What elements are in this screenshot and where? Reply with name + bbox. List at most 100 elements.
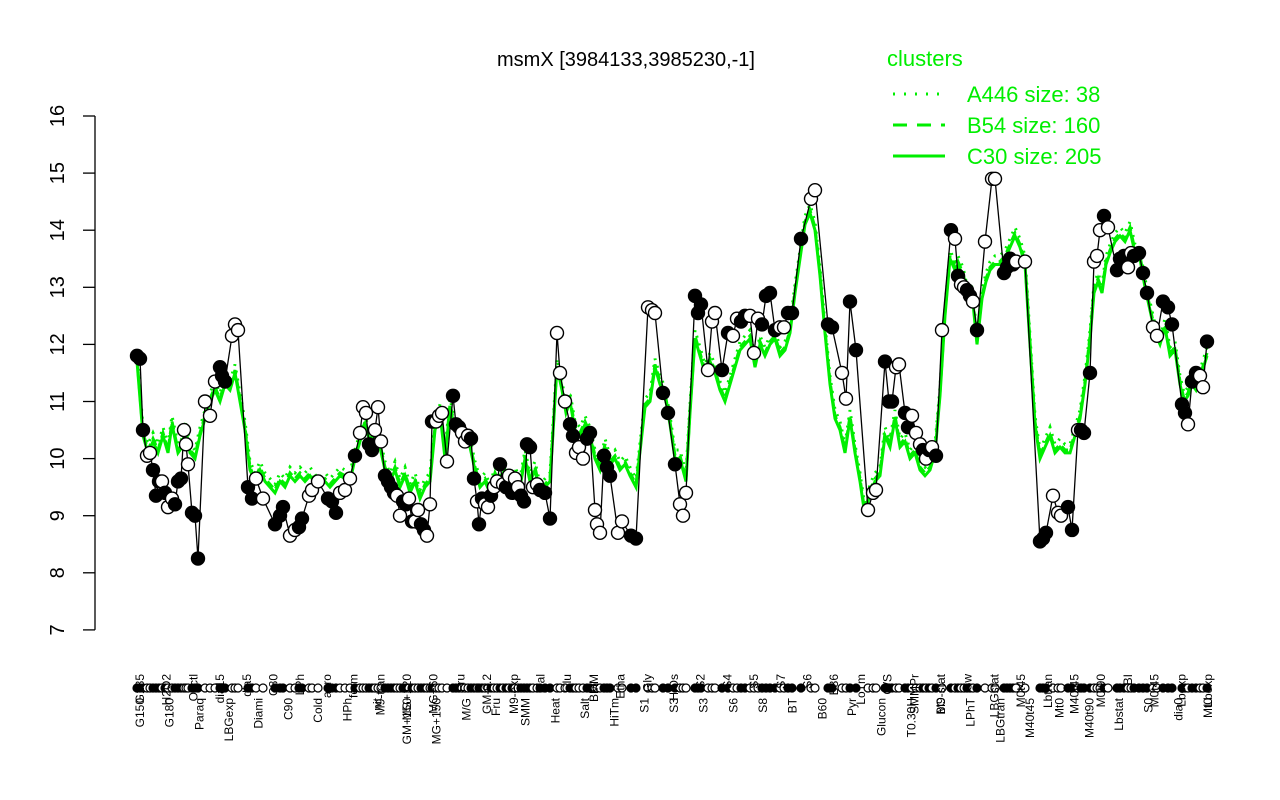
data-point [176, 422, 192, 438]
x-marker [1020, 683, 1030, 693]
x-tick-label: Glucon [875, 698, 889, 736]
data-point [965, 294, 981, 309]
data-point [693, 297, 709, 312]
x-tick-label: aero [320, 674, 334, 698]
data-point [342, 471, 358, 486]
y-tick-label: 14 [47, 219, 69, 241]
data-point [1149, 328, 1165, 344]
data-point [167, 497, 183, 512]
x-tick-label: MG+150 [430, 698, 444, 745]
data-point [754, 317, 770, 332]
data-point [904, 408, 920, 423]
data-point [575, 451, 591, 466]
data-point [934, 322, 950, 338]
x-tick-label: Paraq [192, 698, 206, 730]
x-tick-label: BMM [587, 674, 601, 702]
data-point [445, 388, 461, 403]
x-marker [631, 683, 641, 693]
data-point [367, 422, 383, 438]
x-tick-label: MG+120 [400, 674, 414, 721]
data-point [145, 462, 161, 478]
data-point [463, 431, 479, 446]
data-point [707, 305, 723, 321]
data-point [602, 468, 618, 483]
x-tick-label: G180 [163, 698, 177, 728]
data-point [891, 357, 907, 372]
data-point [784, 305, 800, 321]
data-point [860, 502, 876, 518]
legend-entry-b54: B54 size: 160 [967, 113, 1100, 138]
x-tick-label: M40t45 [1068, 674, 1082, 714]
data-point [700, 362, 716, 378]
x-tick-label: S2 [694, 674, 708, 689]
data-point [1064, 522, 1080, 538]
x-tick-label: SMMPr [907, 674, 921, 714]
x-tick-label: Diami [252, 698, 266, 729]
data-point [947, 231, 963, 246]
data-point [132, 351, 148, 366]
x-tick-label: M40t45 [1023, 698, 1037, 738]
data-point [725, 328, 741, 344]
data-point [977, 234, 993, 249]
data-points [129, 171, 1215, 566]
y-tick-label: 16 [47, 105, 69, 127]
x-tick-label: G135 [133, 674, 147, 704]
data-point [582, 425, 598, 441]
x-tick-label: HPh [341, 698, 355, 721]
data-point [248, 471, 264, 486]
data-point [392, 508, 408, 523]
x-tick-label: dia15 [213, 674, 227, 704]
x-tick-label: LoTm [854, 674, 868, 705]
x-tick-label: M/G [459, 698, 473, 721]
data-point [628, 531, 644, 546]
data-point [542, 511, 558, 526]
x-tick-label: M9-exp [507, 674, 521, 714]
legend-title: clusters [887, 46, 963, 71]
data-point [987, 171, 1003, 187]
x-tick-label: M0t45 [1148, 674, 1162, 708]
data-line [136, 178, 1208, 559]
data-point [838, 391, 854, 406]
data-point [401, 491, 417, 506]
data-point [1135, 265, 1151, 281]
x-tick-label: LBGstat [987, 673, 1001, 717]
x-marker [796, 683, 806, 693]
x-marker [313, 683, 323, 693]
data-point [434, 405, 450, 421]
data-point [660, 405, 676, 421]
x-tick-label: Mt0 [1201, 698, 1215, 718]
x-tick-label: Etha [614, 674, 628, 699]
x-tick-label: H2O2 [160, 674, 174, 706]
x-marker [617, 683, 627, 693]
x-tick-label: M9-stat [934, 673, 948, 714]
data-point [549, 325, 565, 341]
x-tick-label: C30 [267, 674, 281, 696]
x-tick-label: S3 [697, 698, 711, 713]
data-point [190, 551, 206, 566]
legend-entry-c30: C30 size: 205 [967, 144, 1102, 169]
x-tick-label: M0t45 [1014, 674, 1028, 708]
x-tick-label: Lbexp [1174, 674, 1188, 707]
y-tick-label: 13 [47, 276, 69, 298]
x-tick-label: Sw [961, 674, 975, 691]
chart-title: msmX [3984133,3985230,-1] [497, 49, 755, 71]
data-point [1060, 499, 1076, 515]
data-point [1089, 248, 1105, 264]
data-point [202, 408, 218, 423]
data-point [328, 505, 344, 521]
x-tick-label: Mal [534, 674, 548, 693]
x-tick-label: S3 [667, 698, 681, 713]
x-tick-label: Cold [311, 698, 325, 723]
x-tick-label: GM-0.2 [480, 674, 494, 714]
x-marker [937, 683, 947, 693]
x-tick-label: Fru [453, 674, 467, 692]
data-point [347, 448, 363, 463]
x-tick-label: BI [1121, 674, 1135, 685]
y-tick-label: 12 [47, 333, 69, 355]
x-tick-label: M0t90 [1094, 674, 1108, 708]
x-tick-label: G/S [881, 674, 895, 695]
x-marker [1167, 683, 1177, 693]
data-point [1195, 380, 1211, 395]
y-tick-label: 11 [47, 391, 69, 412]
data-point [352, 425, 368, 441]
